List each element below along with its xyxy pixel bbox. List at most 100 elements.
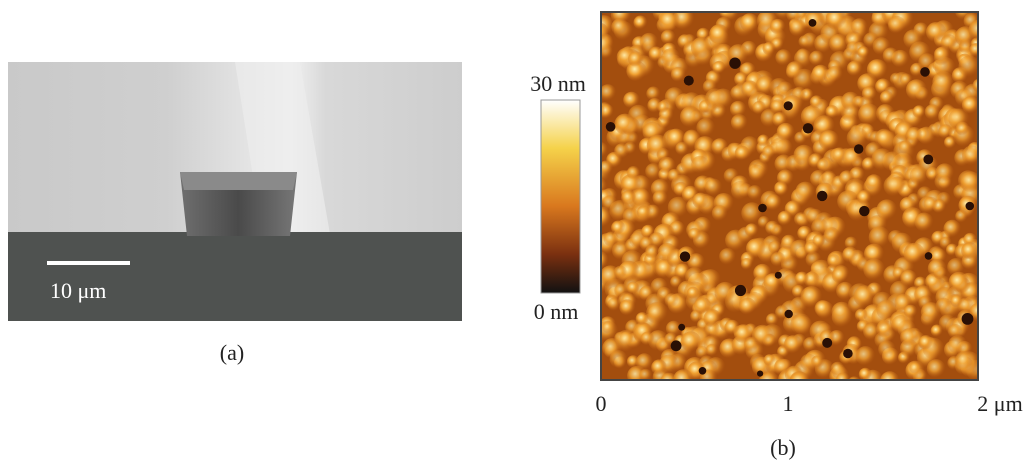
afm-grain	[691, 37, 713, 59]
afm-grain	[756, 76, 775, 95]
afm-grain	[869, 226, 891, 248]
afm-grain	[927, 359, 946, 378]
afm-grain	[866, 174, 883, 191]
afm-grain	[906, 79, 927, 100]
afm-pit	[785, 310, 793, 318]
afm-grain	[969, 19, 991, 41]
afm-grain	[774, 359, 791, 376]
afm-grain	[890, 73, 902, 85]
afm-grain	[857, 190, 871, 204]
afm-grain	[665, 87, 684, 106]
afm-grain	[712, 205, 728, 221]
afm-pit	[817, 191, 827, 201]
afm-grain	[775, 49, 791, 65]
afm-grain	[661, 30, 676, 45]
afm-grain	[900, 270, 917, 287]
caption: (b)	[770, 435, 796, 460]
afm-pit	[920, 67, 930, 77]
afm-grain	[858, 103, 879, 124]
afm-grain	[611, 18, 628, 35]
afm-grain	[919, 335, 934, 350]
afm-pit	[966, 202, 975, 211]
afm-grain	[715, 282, 736, 303]
colorbar-max-label: 30 nm	[530, 71, 586, 96]
afm-pit	[684, 76, 694, 86]
afm-grain	[757, 135, 769, 147]
afm-pit	[822, 338, 832, 348]
afm-grain	[678, 34, 693, 49]
afm-pit	[678, 324, 685, 331]
afm-grain	[628, 51, 644, 67]
afm-grain	[970, 43, 984, 57]
afm-grain	[875, 129, 894, 148]
afm-grain	[636, 312, 649, 325]
afm-grain	[921, 302, 941, 322]
afm-grain	[797, 226, 812, 241]
afm-pit	[775, 272, 782, 279]
afm-grain	[730, 101, 746, 117]
afm-grain	[634, 16, 648, 30]
afm-grain	[619, 299, 635, 315]
afm-pit	[803, 123, 813, 133]
afm-grain	[867, 59, 888, 80]
afm-pit	[606, 122, 616, 132]
afm-pit	[809, 19, 817, 27]
afm-grain	[602, 321, 614, 333]
afm-grain	[735, 146, 750, 161]
afm-grain	[775, 155, 793, 173]
afm-grain	[611, 221, 625, 235]
afm-grain	[705, 179, 722, 196]
afm-grain	[854, 285, 876, 307]
afm-grain	[696, 346, 709, 359]
afm-grain	[859, 368, 872, 381]
afm-grain	[651, 278, 668, 295]
afm-grain	[845, 237, 858, 250]
afm-grain	[665, 293, 679, 307]
colorbar-min-label: 0 nm	[534, 299, 579, 324]
x-tick-label: 0	[596, 391, 607, 416]
afm-grain	[926, 22, 946, 42]
afm-grain	[832, 302, 852, 322]
afm-grain	[763, 42, 776, 55]
afm-grain	[884, 175, 905, 196]
afm-grain	[614, 114, 635, 135]
afm-grain	[931, 325, 943, 337]
afm-grain	[944, 220, 962, 238]
afm-grain	[784, 335, 802, 353]
afm-grain	[973, 78, 987, 92]
afm-pit	[784, 101, 793, 110]
afm-grain	[647, 98, 662, 113]
afm-grain	[792, 285, 805, 298]
afm-grain	[615, 330, 637, 352]
afm-grain	[775, 182, 789, 196]
afm-grain	[670, 276, 682, 288]
afm-grain	[900, 197, 916, 213]
afm-grain	[770, 19, 785, 34]
afm-grain	[658, 243, 677, 262]
afm-grain	[795, 182, 815, 202]
afm-pit	[680, 251, 690, 261]
afm-grain	[819, 130, 839, 150]
afm-pit	[729, 58, 740, 69]
afm-grain	[704, 309, 722, 327]
afm-grain	[649, 47, 664, 62]
x-tick-label: 2 μm	[977, 391, 1022, 416]
afm-grain	[827, 66, 843, 82]
afm-grain	[928, 259, 947, 278]
afm-pit	[925, 252, 933, 260]
afm-grain	[800, 354, 817, 371]
afm-grain	[693, 193, 709, 209]
afm-grain	[691, 156, 709, 174]
afm-grain	[801, 106, 823, 128]
afm-grain	[731, 181, 750, 200]
afm-grain	[811, 218, 828, 235]
afm-grain	[642, 225, 655, 238]
afm-grain	[863, 259, 885, 281]
afm-pit	[671, 340, 682, 351]
afm-grain	[688, 228, 701, 241]
afm-grain	[892, 233, 913, 254]
colorbar	[541, 100, 580, 293]
afm-grain	[766, 194, 782, 210]
afm-grain	[741, 81, 758, 98]
afm-grain	[948, 324, 963, 339]
